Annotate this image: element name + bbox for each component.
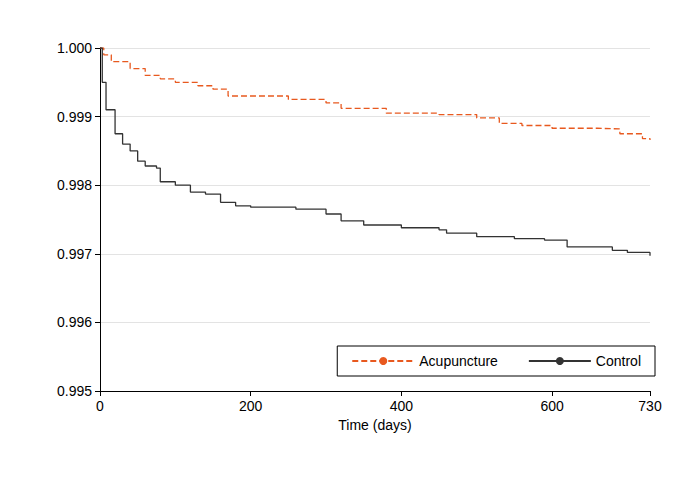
svg-text:200: 200 [239,398,263,414]
svg-text:0.998: 0.998 [57,177,92,193]
svg-text:1.000: 1.000 [57,40,92,56]
svg-text:600: 600 [540,398,564,414]
svg-text:730: 730 [638,398,662,414]
svg-text:0.996: 0.996 [57,314,92,330]
svg-text:400: 400 [390,398,414,414]
svg-text:0: 0 [96,398,104,414]
svg-text:Acupuncture: Acupuncture [419,353,498,369]
svg-text:Time (days): Time (days) [338,417,411,433]
svg-text:Control: Control [596,353,641,369]
svg-text:0.999: 0.999 [57,109,92,125]
svg-text:0.995: 0.995 [57,383,92,399]
svg-text:0.997: 0.997 [57,246,92,262]
